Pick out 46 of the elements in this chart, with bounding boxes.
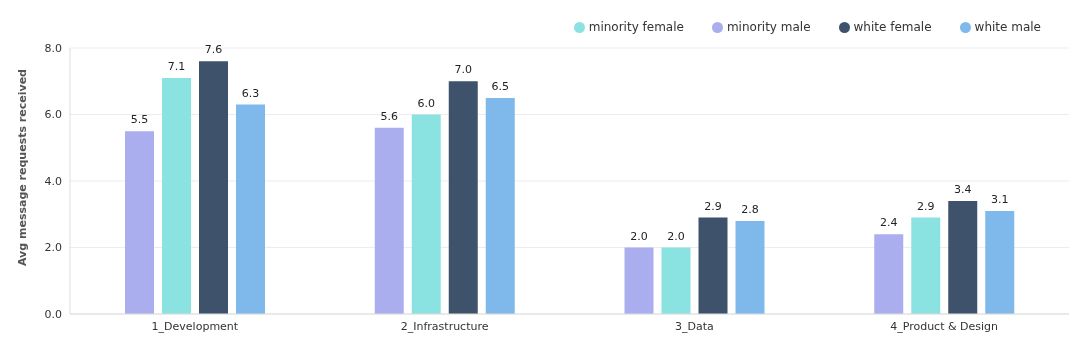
legend-label: white female [853,20,932,34]
x-tick-label: 3_Data [674,319,714,333]
data-label: 6.0 [417,96,435,110]
bar [911,217,941,314]
data-label: 6.5 [491,79,509,93]
data-label: 2.9 [704,199,722,213]
bar [162,77,191,314]
data-label: 2.0 [667,229,685,243]
y-tick-label: 8.0 [44,41,62,55]
legend-label: minority female [588,20,684,34]
bar [485,97,515,314]
data-label: 7.6 [204,43,223,57]
bar [661,247,691,314]
y-tick-label: 4.0 [44,174,62,188]
y-tick-label: 6.0 [44,108,62,122]
bar [985,210,1015,314]
bar [735,220,765,314]
x-tick-label: 1_Development [151,319,239,333]
data-label: 2.8 [741,202,759,216]
data-label: 3.4 [954,182,972,196]
legend-label: minority male [726,20,811,34]
data-label: 2.9 [917,199,935,213]
bar [236,104,265,314]
y-tick-label: 2.0 [44,241,62,255]
bar [698,217,728,314]
data-label: 6.3 [241,86,260,100]
data-label: 5.5 [130,113,149,127]
data-label: 2.4 [880,216,898,230]
legend-label: white male [974,20,1041,34]
bar [199,61,228,314]
data-label: 7.0 [454,63,472,77]
x-tick-label: 2_Infrastructure [400,319,489,333]
bar [874,234,904,314]
data-label: 5.6 [380,109,398,123]
data-label: 2.0 [630,229,648,243]
x-tick-label: 4_Product & Design [890,319,999,333]
bar [374,127,404,314]
y-tick-label: 0.0 [44,307,62,321]
bar [624,247,654,314]
bar [125,131,154,314]
bar [948,200,978,314]
data-label: 3.1 [991,192,1009,206]
y-axis-title: Avg message requests received [15,69,29,266]
bar [448,81,478,314]
data-label: 7.1 [167,59,186,73]
bar [411,114,441,314]
